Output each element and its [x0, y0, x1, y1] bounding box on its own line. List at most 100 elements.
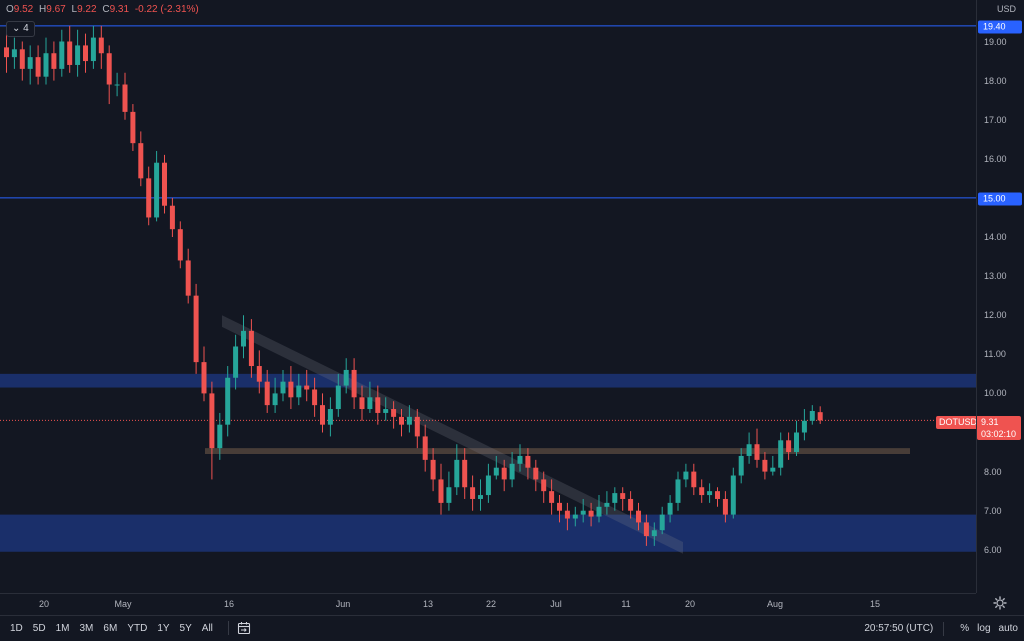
candle-body — [715, 491, 720, 499]
candle-body — [154, 162, 160, 218]
range-buttons: 1D 5D 1M 3M 6M YTD 1Y 5Y All — [5, 623, 218, 634]
candle-body — [19, 49, 25, 69]
candle-body — [217, 424, 223, 449]
candle-body — [27, 57, 33, 69]
high-label: H — [39, 4, 47, 15]
candle-body — [343, 369, 349, 386]
candle-body — [438, 479, 444, 503]
candle-body — [272, 393, 278, 406]
open-value: 9.52 — [13, 4, 34, 15]
time-tick: May — [114, 599, 132, 609]
high-value: 9.67 — [46, 4, 66, 15]
candle-body — [501, 467, 507, 480]
candle-body — [517, 455, 523, 464]
currency-label[interactable]: USD — [996, 4, 1016, 14]
candle-body — [541, 479, 547, 492]
candle-body — [683, 471, 689, 480]
range-1y-button[interactable]: 1Y — [157, 622, 170, 634]
candle-body — [106, 53, 112, 85]
candle-body — [580, 510, 586, 515]
candle-body — [801, 420, 807, 433]
candle-body — [454, 459, 460, 488]
price-axis[interactable]: USD 19.00 18.00 17.00 16.00 15.00 14.00 13.00 1… — [976, 0, 1024, 593]
last-price-value: 9.31 — [981, 417, 999, 427]
support-band — [205, 448, 910, 455]
candle-body — [225, 377, 231, 425]
candle-body — [588, 510, 594, 517]
candle-body — [525, 455, 531, 468]
support-zone — [0, 514, 976, 552]
price-tick: 18.00 — [984, 75, 1007, 86]
candlestick-chart[interactable] — [0, 0, 976, 593]
candle-body — [367, 397, 373, 410]
resistance-zone — [0, 373, 976, 388]
candle-body — [209, 393, 215, 449]
bar-countdown: 03:02:10 — [981, 429, 1017, 439]
time-tick: Jul — [550, 599, 562, 609]
candle-body — [722, 498, 728, 515]
time-axis[interactable]: 20 May 16 Jun 13 22 Jul 11 20 Aug 15 — [0, 593, 976, 615]
candle-body — [612, 493, 618, 503]
time-tick: 20 — [38, 599, 50, 609]
candle-body — [596, 506, 602, 517]
last-price-box: 9.31 03:02:10 — [977, 416, 1021, 440]
time-tick: 13 — [422, 599, 434, 609]
candle-body — [778, 440, 784, 468]
range-5y-button[interactable]: 5Y — [179, 622, 192, 634]
close-value: 9.31 — [109, 4, 130, 15]
candle-body — [762, 459, 768, 472]
candle-body — [320, 405, 325, 425]
candle-body — [67, 41, 73, 65]
candle-body — [406, 416, 412, 425]
candle-body — [90, 37, 96, 62]
time-tick: 22 — [485, 599, 497, 609]
candle-body — [241, 330, 246, 347]
close-label: C — [102, 4, 110, 15]
candle-body — [414, 416, 420, 437]
price-tick: 17.00 — [984, 114, 1007, 125]
candle-body — [557, 502, 562, 511]
range-6m-button[interactable]: 6M — [103, 622, 118, 634]
candle-body — [130, 111, 136, 144]
time-tick: 15 — [869, 599, 881, 609]
candle-body — [675, 479, 681, 503]
chart-plot-area[interactable]: O9.52 H9.67 L9.22 C9.31 -0.22 (-2.31%) ⌄… — [0, 0, 980, 593]
candle-body — [470, 487, 476, 499]
log-scale-toggle[interactable]: log — [977, 623, 991, 634]
candle-body — [312, 389, 318, 406]
auto-scale-toggle[interactable]: auto — [998, 623, 1018, 634]
price-tick: 16.00 — [984, 153, 1007, 164]
candle-body — [572, 514, 578, 519]
low-label: L — [71, 4, 78, 15]
range-5d-button[interactable]: 5D — [32, 622, 46, 634]
candle-body — [162, 162, 167, 206]
candle-body — [391, 409, 397, 417]
price-tick: 14.00 — [984, 232, 1007, 242]
price-tick: 11.00 — [984, 349, 1006, 360]
calendar-goto-icon[interactable] — [237, 621, 251, 635]
toolbar-divider — [227, 621, 229, 635]
candle-body — [383, 409, 389, 413]
candle-body — [604, 502, 610, 507]
candle-body — [59, 41, 65, 69]
open-label: O — [6, 4, 14, 15]
trend-channel — [222, 315, 683, 554]
range-all-button[interactable]: All — [201, 622, 213, 634]
candle-body — [485, 475, 491, 496]
range-1d-button[interactable]: 1D — [10, 622, 23, 634]
right-tools: 20:57:50 (UTC) % log auto — [864, 616, 1018, 641]
candle-body — [493, 467, 499, 476]
utc-clock[interactable]: 20:57:50 (UTC) — [864, 623, 934, 634]
range-1m-button[interactable]: 1M — [55, 622, 70, 634]
candle-body — [201, 362, 207, 394]
percent-scale-toggle[interactable]: % — [960, 623, 970, 634]
candle-body — [509, 463, 515, 480]
collapse-indicators-button[interactable]: ⌄ 4 — [6, 21, 35, 37]
time-tick: Jun — [335, 599, 351, 609]
candle-body — [620, 493, 626, 499]
candle-body — [651, 530, 657, 537]
range-ytd-button[interactable]: YTD — [127, 622, 148, 634]
candle-body — [659, 514, 665, 531]
range-3m-button[interactable]: 3M — [79, 622, 94, 634]
gear-icon[interactable] — [993, 596, 1007, 610]
